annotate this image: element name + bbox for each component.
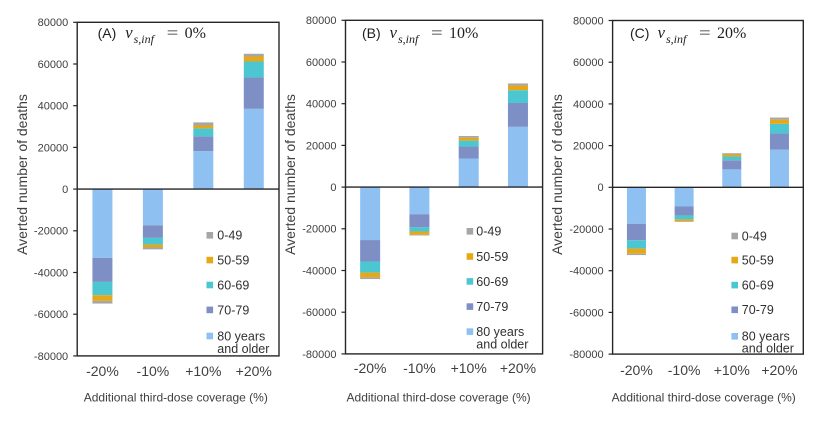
svg-text:-20000: -20000 bbox=[34, 226, 68, 238]
svg-text:-80000: -80000 bbox=[569, 349, 603, 361]
svg-text:0-49: 0-49 bbox=[476, 225, 501, 239]
svg-text:20000: 20000 bbox=[38, 142, 69, 154]
svg-text:80 years: 80 years bbox=[476, 325, 524, 339]
svg-text:-10%: -10% bbox=[668, 362, 701, 378]
svg-text:-60000: -60000 bbox=[34, 309, 68, 321]
svg-text:-20%: -20% bbox=[354, 360, 387, 376]
svg-text:=: = bbox=[167, 25, 179, 42]
svg-text:(B): (B) bbox=[362, 25, 381, 41]
svg-text:60000: 60000 bbox=[306, 57, 337, 69]
svg-text:80000: 80000 bbox=[38, 17, 69, 29]
svg-text:Averted number of deaths: Averted number of deaths bbox=[549, 94, 565, 255]
svg-text:-20%: -20% bbox=[620, 362, 653, 378]
svg-text:20000: 20000 bbox=[306, 140, 337, 152]
svg-text:0-49: 0-49 bbox=[217, 229, 242, 243]
svg-text:Additional third-dose coverage: Additional third-dose coverage (%) bbox=[84, 391, 268, 405]
svg-text:+10%: +10% bbox=[185, 363, 221, 379]
svg-text:s,inf: s,inf bbox=[134, 32, 156, 46]
svg-text:-60000: -60000 bbox=[569, 307, 603, 319]
svg-text:s,inf: s,inf bbox=[666, 32, 688, 46]
svg-text:-10%: -10% bbox=[403, 360, 436, 376]
svg-text:-20%: -20% bbox=[86, 363, 119, 379]
svg-text:Additional third-dose coverage: Additional third-dose coverage (%) bbox=[612, 391, 796, 405]
svg-text:60000: 60000 bbox=[573, 57, 604, 69]
svg-text:(A): (A) bbox=[98, 25, 117, 41]
svg-text:40000: 40000 bbox=[38, 101, 69, 113]
svg-text:+10%: +10% bbox=[714, 362, 750, 378]
svg-text:70-79: 70-79 bbox=[476, 300, 508, 314]
svg-text:and older: and older bbox=[742, 342, 794, 356]
svg-text:-40000: -40000 bbox=[569, 266, 603, 278]
svg-text:60-69: 60-69 bbox=[476, 275, 508, 289]
svg-text:0: 0 bbox=[330, 182, 336, 194]
svg-text:and older: and older bbox=[476, 337, 528, 351]
svg-text:v: v bbox=[390, 23, 398, 42]
svg-text:20%: 20% bbox=[717, 25, 746, 42]
svg-text:(C): (C) bbox=[630, 25, 649, 41]
svg-text:0-49: 0-49 bbox=[742, 229, 767, 243]
svg-text:-40000: -40000 bbox=[302, 265, 336, 277]
svg-text:0%: 0% bbox=[185, 25, 206, 42]
svg-text:80 years: 80 years bbox=[217, 329, 265, 343]
svg-text:20000: 20000 bbox=[573, 141, 604, 153]
svg-text:60000: 60000 bbox=[38, 59, 69, 71]
svg-text:60-69: 60-69 bbox=[217, 278, 249, 292]
svg-text:+10%: +10% bbox=[451, 360, 487, 376]
svg-text:70-79: 70-79 bbox=[742, 303, 774, 317]
svg-text:+20%: +20% bbox=[761, 362, 797, 378]
svg-text:s,inf: s,inf bbox=[398, 32, 420, 46]
svg-text:80 years: 80 years bbox=[742, 330, 790, 344]
svg-text:=: = bbox=[699, 25, 711, 42]
svg-text:Additional third-dose coverage: Additional third-dose coverage (%) bbox=[347, 391, 531, 405]
svg-text:v: v bbox=[125, 23, 133, 42]
svg-text:-20000: -20000 bbox=[569, 224, 603, 236]
svg-text:40000: 40000 bbox=[573, 99, 604, 111]
svg-text:0: 0 bbox=[62, 184, 68, 196]
svg-text:-80000: -80000 bbox=[34, 351, 68, 363]
svg-text:-20000: -20000 bbox=[302, 224, 336, 236]
svg-text:-80000: -80000 bbox=[302, 349, 336, 361]
svg-text:v: v bbox=[658, 23, 666, 42]
svg-text:70-79: 70-79 bbox=[217, 303, 249, 317]
svg-text:-40000: -40000 bbox=[34, 267, 68, 279]
svg-text:80000: 80000 bbox=[306, 15, 337, 27]
svg-text:50-59: 50-59 bbox=[742, 254, 774, 268]
svg-text:80000: 80000 bbox=[573, 15, 604, 27]
svg-text:40000: 40000 bbox=[306, 99, 337, 111]
svg-text:Averted number of deaths: Averted number of deaths bbox=[14, 94, 30, 255]
svg-text:and older: and older bbox=[217, 342, 269, 356]
svg-text:-60000: -60000 bbox=[302, 307, 336, 319]
svg-text:10%: 10% bbox=[449, 25, 478, 42]
svg-text:-10%: -10% bbox=[137, 363, 170, 379]
svg-text:+20%: +20% bbox=[236, 363, 272, 379]
svg-text:50-59: 50-59 bbox=[217, 254, 249, 268]
svg-text:0: 0 bbox=[597, 182, 603, 194]
svg-text:Averted number of deaths: Averted number of deaths bbox=[282, 94, 298, 255]
svg-text:+20%: +20% bbox=[500, 360, 536, 376]
svg-text:60-69: 60-69 bbox=[742, 279, 774, 293]
svg-text:50-59: 50-59 bbox=[476, 250, 508, 264]
svg-text:=: = bbox=[431, 25, 443, 42]
